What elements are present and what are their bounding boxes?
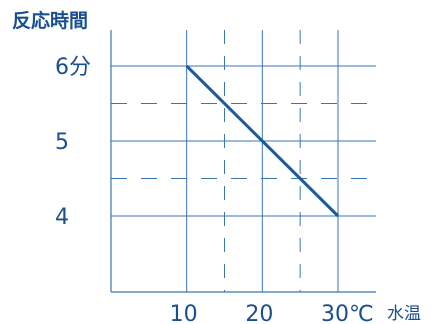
x-tick-labels: 10 20 30℃	[170, 302, 374, 324]
grid-layer	[111, 30, 376, 292]
axes-layer	[110, 30, 376, 293]
y-tick-labels: 6分 5 4	[55, 55, 91, 230]
y-tick-label-6: 6分	[55, 55, 91, 80]
x-tick-label-10: 10	[170, 302, 198, 324]
x-axis-label: 水温	[387, 304, 421, 324]
series-line-0	[185, 64, 340, 218]
series-layer	[185, 64, 340, 218]
y-tick-label-4: 4	[55, 205, 69, 230]
x-tick-label-20: 20	[245, 302, 273, 324]
y-axis-label: 反応時間	[12, 9, 88, 32]
x-tick-label-30: 30℃	[321, 302, 374, 324]
y-tick-label-5: 5	[55, 130, 69, 155]
